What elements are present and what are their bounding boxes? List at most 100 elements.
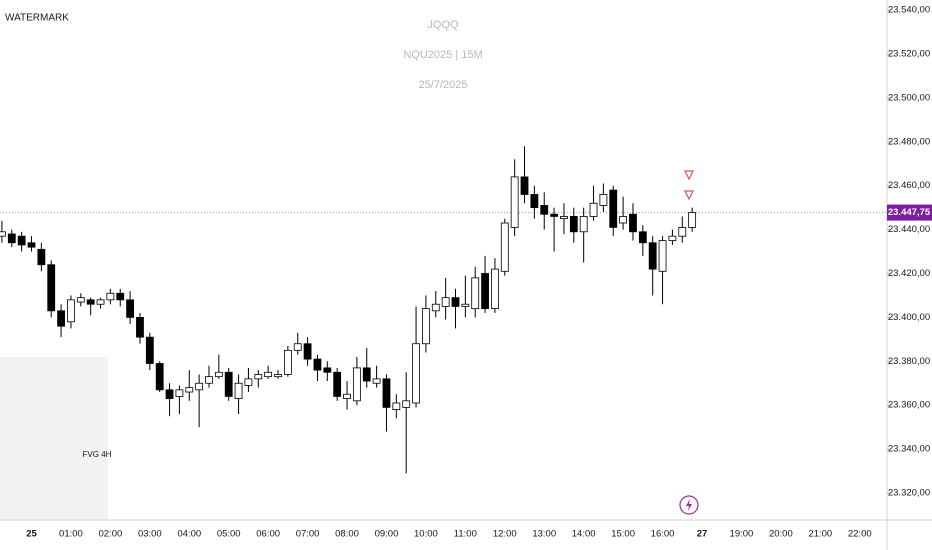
y-tick-label: 23.320,00 bbox=[888, 488, 930, 499]
candle-body bbox=[17, 235, 26, 246]
candle-body bbox=[136, 316, 144, 338]
candle-body bbox=[668, 235, 677, 241]
candle-body bbox=[244, 378, 253, 386]
x-tick-label: 08:00 bbox=[335, 529, 359, 540]
candle-body bbox=[530, 194, 539, 209]
candle-body bbox=[96, 299, 105, 305]
candle-body bbox=[658, 240, 667, 272]
candle-body bbox=[688, 212, 697, 228]
candle-body bbox=[638, 231, 647, 244]
candle-body bbox=[0, 231, 6, 237]
x-tick-label: 27 bbox=[697, 529, 708, 540]
candle-body bbox=[412, 343, 420, 404]
candle-body bbox=[569, 216, 578, 233]
x-tick-label: 10:00 bbox=[414, 529, 438, 540]
candle-body bbox=[165, 389, 174, 400]
candle-body bbox=[106, 292, 115, 301]
x-tick-label: 01:00 bbox=[59, 529, 83, 540]
candle-body bbox=[619, 216, 628, 224]
candle-body bbox=[264, 371, 273, 378]
candle-body bbox=[57, 310, 65, 327]
candle-body bbox=[540, 205, 549, 215]
x-tick-label: 06:00 bbox=[256, 529, 280, 540]
x-tick-label: 21:00 bbox=[808, 529, 832, 540]
candle-body bbox=[560, 216, 568, 220]
candle-body bbox=[510, 176, 519, 228]
y-tick-label: 23.500,00 bbox=[888, 92, 930, 103]
lightning-icon[interactable] bbox=[686, 499, 692, 511]
sell-signal bbox=[684, 170, 694, 181]
candle-body bbox=[471, 277, 480, 310]
candle-body bbox=[37, 248, 46, 266]
fvg-zone bbox=[0, 356, 108, 520]
candle-body bbox=[431, 303, 440, 312]
candle-body bbox=[313, 358, 322, 371]
candle-body bbox=[422, 308, 430, 345]
candle-body bbox=[550, 213, 558, 217]
candle-body bbox=[629, 213, 637, 233]
chart-subtitle: NQU2025 | 15M bbox=[403, 49, 482, 61]
last-price-box bbox=[887, 204, 932, 221]
y-tick-label: 23.540,00 bbox=[888, 5, 930, 16]
y-tick-label: 23.340,00 bbox=[888, 444, 930, 455]
candle-body bbox=[214, 371, 223, 378]
candle-body bbox=[303, 343, 312, 360]
candle-body bbox=[7, 233, 16, 244]
candle-body bbox=[175, 389, 184, 397]
candle-body bbox=[205, 376, 213, 384]
candle-body bbox=[609, 189, 618, 228]
candle-body bbox=[678, 227, 687, 237]
candle-body bbox=[402, 400, 411, 408]
y-tick-label: 23.400,00 bbox=[888, 312, 930, 323]
candle-body bbox=[126, 299, 135, 318]
candle-body bbox=[185, 387, 194, 393]
candle-body bbox=[234, 382, 243, 400]
candle-body bbox=[589, 202, 598, 217]
candle-body bbox=[392, 402, 401, 410]
x-tick-label: 02:00 bbox=[98, 529, 122, 540]
candle-body bbox=[254, 374, 263, 380]
candle-body bbox=[343, 393, 351, 400]
candle-body bbox=[362, 367, 371, 382]
x-tick-label: 05:00 bbox=[217, 529, 241, 540]
y-tick-label: 23.460,00 bbox=[888, 180, 930, 191]
candle-body bbox=[293, 343, 302, 351]
candle-body bbox=[333, 371, 342, 397]
candle-body bbox=[481, 273, 489, 310]
event-icon[interactable] bbox=[679, 495, 699, 515]
zone-layer bbox=[0, 356, 108, 520]
x-tick-label: 07:00 bbox=[296, 529, 320, 540]
candle-body bbox=[145, 336, 154, 364]
sell-signal bbox=[684, 190, 694, 201]
chart-date: 25/7/2025 bbox=[419, 79, 468, 91]
candle-body bbox=[27, 242, 36, 248]
candle-body bbox=[86, 299, 95, 305]
candle-body bbox=[599, 194, 608, 206]
watermark: WATERMARK bbox=[5, 13, 69, 24]
x-tick-label: 25 bbox=[26, 529, 37, 540]
signal-markers bbox=[684, 170, 694, 201]
candle-body bbox=[67, 299, 75, 323]
x-tick-label: 12:00 bbox=[493, 529, 517, 540]
candle-body bbox=[274, 374, 282, 378]
candle-body bbox=[441, 297, 450, 307]
candle-body bbox=[352, 367, 361, 402]
candle-body bbox=[47, 264, 56, 312]
candle-body bbox=[382, 378, 391, 408]
x-tick-label: 20:00 bbox=[769, 529, 793, 540]
candle-body bbox=[451, 297, 460, 307]
x-tick-label: 13:00 bbox=[532, 529, 556, 540]
y-tick-label: 23.440,00 bbox=[888, 224, 930, 235]
candle-body bbox=[116, 292, 125, 301]
candle-body bbox=[283, 349, 292, 375]
x-tick-label: 19:00 bbox=[730, 529, 754, 540]
chart-title: JQQQ bbox=[427, 19, 459, 31]
candle-body bbox=[491, 268, 499, 310]
x-tick-label: 14:00 bbox=[572, 529, 596, 540]
x-tick-label: 16:00 bbox=[651, 529, 675, 540]
candle-body bbox=[372, 378, 381, 384]
x-tick-label: 15:00 bbox=[611, 529, 635, 540]
candle-body bbox=[76, 297, 85, 303]
